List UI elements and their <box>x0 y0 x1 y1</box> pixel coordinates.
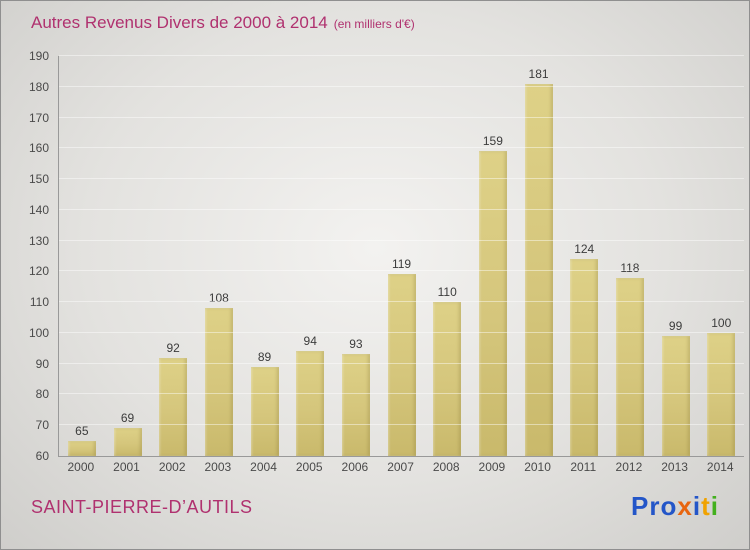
logo-letter: P <box>631 491 650 521</box>
bar-column: 93 <box>333 56 379 456</box>
logo-letter: i <box>692 491 702 521</box>
y-tick-label: 100 <box>28 325 49 340</box>
bar-value-label: 94 <box>303 334 317 349</box>
bar-value-label: 118 <box>620 260 640 275</box>
x-tick-label: 2002 <box>158 460 186 474</box>
bar <box>707 332 736 456</box>
y-tick-label: 140 <box>28 202 49 217</box>
chart-subtitle: (en milliers d'€) <box>333 17 415 31</box>
logo-letter: o <box>660 491 678 521</box>
chart-header: Autres Revenus Divers de 2000 à 2014 (en … <box>31 13 415 33</box>
bar-column: 181 <box>516 56 562 456</box>
x-tick-label: 2000 <box>67 460 95 474</box>
x-tick-label: 2001 <box>113 460 140 474</box>
bar-value-label: 92 <box>166 340 180 355</box>
bar-value-label: 89 <box>257 349 272 364</box>
y-tick-label: 180 <box>28 79 49 94</box>
bar-column: 100 <box>698 56 744 456</box>
bar <box>433 302 462 456</box>
x-tick-label: 2013 <box>661 460 688 474</box>
bar <box>204 308 233 456</box>
y-tick-label: 130 <box>28 233 49 248</box>
y-tick-label: 150 <box>28 172 49 187</box>
y-tick-label: 110 <box>29 295 49 310</box>
y-tick-label: 70 <box>35 418 49 433</box>
bar <box>250 366 279 456</box>
x-tick-label: 2014 <box>706 460 734 474</box>
bar <box>478 151 507 456</box>
bar-value-label: 100 <box>711 315 732 330</box>
x-tick-label: 2012 <box>615 460 643 474</box>
bar-column: 119 <box>379 56 425 456</box>
bar <box>296 351 325 456</box>
bar <box>524 83 553 456</box>
x-tick-label: 2006 <box>341 460 369 474</box>
y-tick-label: 60 <box>35 449 49 463</box>
bar <box>570 259 599 456</box>
x-tick-label: 2007 <box>387 460 414 474</box>
bar-column: 108 <box>196 56 242 456</box>
y-tick-label: 170 <box>28 110 49 125</box>
x-tick-label: 2008 <box>432 460 460 474</box>
bar-column: 110 <box>424 56 470 456</box>
bar <box>661 336 690 456</box>
x-tick-label: 2009 <box>478 460 506 474</box>
bar-column: 92 <box>150 56 196 456</box>
x-tick-label: 2005 <box>295 460 323 474</box>
bar <box>113 428 142 456</box>
bar <box>615 277 644 456</box>
y-tick-label: 160 <box>28 141 49 156</box>
x-tick-label: 2003 <box>204 460 232 474</box>
x-tick-label: 2004 <box>250 460 277 474</box>
logo-letter: t <box>701 491 711 521</box>
bar-column: 65 <box>59 56 105 456</box>
logo-letter: i <box>710 491 719 521</box>
proxiti-logo[interactable]: Proxiti <box>631 491 719 522</box>
x-axis-labels: 2000 2001 2002 2003 2004 2005 2006 2007 2008 2009… <box>58 460 743 474</box>
x-tick-label: 2010 <box>524 460 551 474</box>
bar-value-label: 159 <box>482 134 503 149</box>
bar-value-label: 181 <box>528 66 549 81</box>
logo-letter: x <box>677 491 693 521</box>
bar-column: 94 <box>287 56 333 456</box>
bar <box>67 440 96 456</box>
plot-area: 65 69 92 108 89 94 93 119 110 159 181 124 118 99 100 <box>58 55 744 457</box>
bar-column: 89 <box>242 56 288 456</box>
bar <box>341 354 370 456</box>
bar-value-label: 110 <box>437 285 457 300</box>
chart-title: Autres Revenus Divers de 2000 à 2014 <box>31 13 328 32</box>
bar-column: 99 <box>653 56 699 456</box>
bar-column: 159 <box>470 56 516 456</box>
bar-value-label: 69 <box>120 411 135 426</box>
y-tick-label: 120 <box>28 264 49 279</box>
bar-value-label: 124 <box>574 242 595 257</box>
y-tick-label: 80 <box>35 387 49 402</box>
x-tick-label: 2011 <box>570 460 597 474</box>
logo-letter: r <box>649 491 661 521</box>
bar-value-label: 93 <box>349 337 363 352</box>
bar-series: 65 69 92 108 89 94 93 119 110 159 181 124 118 99 100 <box>59 56 744 456</box>
commune-name: SAINT-PIERRE-D’AUTILS <box>31 497 253 517</box>
bar-value-label: 119 <box>391 257 412 272</box>
bar <box>387 274 416 456</box>
bar-value-label: 108 <box>208 291 229 306</box>
y-tick-label: 190 <box>28 49 49 63</box>
bar <box>159 357 188 456</box>
bar-column: 118 <box>607 56 653 456</box>
y-axis-labels: 60 70 80 90 100 110 120 130 140 150 160 170 180 190 <box>1 49 51 463</box>
bar-value-label: 99 <box>668 319 683 333</box>
bar-column: 69 <box>105 56 151 456</box>
y-tick-label: 90 <box>35 356 49 371</box>
bar-value-label: 65 <box>75 423 89 438</box>
bar-column: 124 <box>561 56 607 456</box>
